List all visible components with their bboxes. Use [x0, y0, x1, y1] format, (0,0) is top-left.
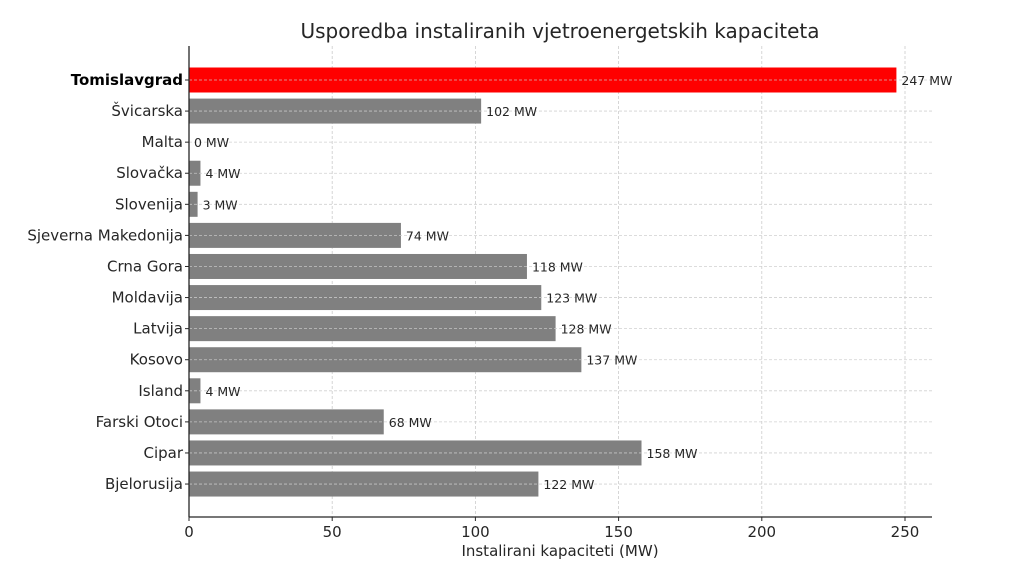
y-axis-category-labels: Tomislavgrad Švicarska Malta Slovačka Sloven…: [27, 71, 189, 493]
x-tick-label: 50: [323, 523, 342, 541]
y-category-label: Tomislavgrad: [71, 71, 183, 89]
bar-value-label: 247 MW: [901, 73, 952, 88]
bar-value-label: 123 MW: [546, 291, 597, 306]
y-category-label: Malta: [142, 133, 183, 151]
x-tick-label: 0: [184, 523, 194, 541]
y-category-label: Moldavija: [112, 289, 183, 307]
y-category-label: Bjelorusija: [105, 475, 183, 493]
x-tick-label: 250: [891, 523, 920, 541]
bar: [189, 191, 198, 217]
bar-value-label: 137 MW: [586, 353, 637, 368]
y-category-label: Cipar: [143, 444, 183, 462]
bars: [189, 67, 897, 497]
bar-value-label: 74 MW: [406, 228, 449, 243]
bar-value-label: 118 MW: [532, 259, 583, 274]
bar-value-label: 0 MW: [194, 135, 229, 150]
bar-value-label: 122 MW: [543, 477, 594, 492]
bar-value-label: 4 MW: [205, 166, 240, 181]
x-tick-label: 150: [604, 523, 633, 541]
y-category-label: Latvija: [133, 320, 183, 338]
bar-value-label: 158 MW: [647, 446, 698, 461]
x-tick-label: 200: [747, 523, 776, 541]
bar-value-label: 102 MW: [486, 104, 537, 119]
x-axis-ticks: 0 50 100 150 200 250: [184, 517, 919, 541]
y-category-label: Kosovo: [130, 351, 183, 369]
y-category-label: Crna Gora: [107, 257, 183, 275]
horizontal-gridlines: [189, 79, 932, 485]
x-axis-label: Instalirani kapaciteti (MW): [461, 542, 658, 560]
bar-value-label: 3 MW: [203, 197, 238, 212]
y-category-label: Slovenija: [115, 195, 183, 213]
chart-title: Usporedba instaliranih vjetroenergetskih…: [300, 19, 819, 43]
y-category-label: Švicarska: [111, 101, 183, 120]
gridlines: [331, 46, 906, 517]
y-category-label: Sjeverna Makedonija: [27, 226, 183, 244]
x-tick-label: 100: [461, 523, 490, 541]
y-category-label: Island: [138, 382, 183, 400]
bar-value-label: 128 MW: [561, 322, 612, 337]
value-labels: 247 MW 102 MW 0 MW 4 MW 3 MW 74 MW 118 MW 123 M…: [194, 73, 952, 492]
y-category-label: Farski Otoci: [96, 413, 183, 431]
y-category-label: Slovačka: [116, 164, 183, 182]
bar-value-label: 68 MW: [389, 415, 432, 430]
bar-value-label: 4 MW: [205, 384, 240, 399]
